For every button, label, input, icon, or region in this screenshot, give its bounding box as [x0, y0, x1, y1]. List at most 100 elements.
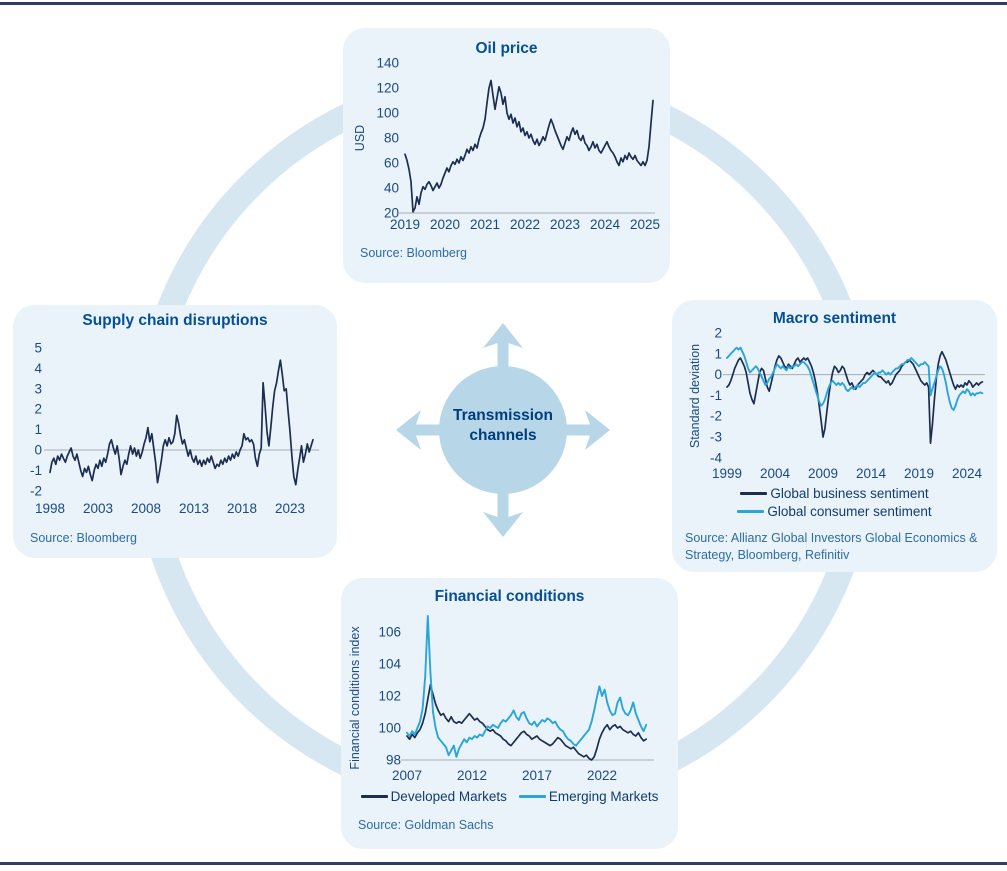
y-tick-label: 1 — [714, 346, 722, 361]
y-tick-label: 2 — [714, 326, 722, 341]
y-tick-label: 0 — [34, 443, 42, 458]
x-tick-label: 2007 — [392, 768, 422, 783]
legend-item: Emerging Markets — [518, 789, 659, 804]
financial-conditions-chart: 106 104 102 100 98 2007 2012 2017 2022 Financial … — [341, 578, 678, 849]
macro-sentiment-legend: Global business sentiment Global consumer… — [672, 486, 997, 519]
chart-title-supply-chain: Supply chain disruptions — [82, 312, 268, 329]
x-tick-label: 2017 — [522, 768, 552, 783]
supply-chain-chart: 5 4 3 2 1 0 -1 -2 1998 2003 2008 2013 2018 2023 — [13, 305, 337, 558]
panel-macro-sentiment: 2 1 0 -1 -2 -3 -4 1999 2004 2009 2014 2019 2024 Stand… — [672, 300, 997, 572]
y-tick-label: 102 — [378, 689, 401, 704]
series-line-oil-price-usd- — [404, 79, 654, 213]
legend-label: Global consumer sentiment — [767, 504, 932, 519]
series-line-global-consumer-sentiment — [726, 346, 984, 411]
series-line-supply-chain-pressure-index — [49, 359, 314, 486]
x-tick-label: 1998 — [35, 501, 65, 516]
y-axis-label: USD — [353, 125, 367, 151]
y-tick-label: 5 — [34, 341, 42, 356]
chart-title-macro-sentiment: Macro sentiment — [772, 310, 897, 327]
y-tick-label: 106 — [378, 625, 401, 640]
x-tick-label: 2019 — [904, 466, 934, 481]
x-tick-label: 2025 — [630, 217, 660, 232]
y-tick-label: -1 — [710, 388, 722, 403]
y-tick-label: 40 — [384, 181, 399, 196]
chart-title-financial-conditions: Financial conditions — [434, 588, 585, 605]
y-tick-label: 80 — [384, 131, 399, 146]
x-tick-label: 2009 — [808, 466, 838, 481]
hub-label-line2: channels — [469, 427, 537, 444]
arrow-right-icon — [561, 410, 610, 450]
y-tick-label: 4 — [34, 361, 42, 376]
x-tick-label: 2024 — [590, 217, 621, 232]
y-tick-label: 3 — [34, 381, 42, 396]
bottom-rule — [0, 862, 1007, 865]
legend-swatch-icon — [740, 492, 768, 495]
x-tick-label: 2021 — [470, 217, 500, 232]
panel-financial-conditions: 106 104 102 100 98 2007 2012 2017 2022 Financial … — [341, 578, 678, 849]
panel-supply-chain: 5 4 3 2 1 0 -1 -2 1998 2003 2008 2013 2018 2023 Suppl… — [13, 305, 337, 558]
y-tick-label: -4 — [710, 450, 722, 465]
x-tick-label: 2014 — [856, 466, 887, 481]
x-tick-label: 2003 — [83, 501, 113, 516]
panel-oil-price: 140 120 100 80 60 40 20 2019 2020 2021 2022 2023 202… — [343, 28, 670, 283]
y-tick-label: 1 — [34, 422, 42, 437]
source-note-macro-sentiment: Source: Allianz Global Investors Global … — [685, 531, 978, 562]
chart-title-oil-price: Oil price — [475, 40, 538, 57]
series-line-developed-markets — [406, 683, 648, 761]
x-tick-label: 2024 — [952, 466, 983, 481]
y-axis-label: Financial conditions index — [348, 626, 362, 770]
legend-label: Global business sentiment — [770, 486, 929, 501]
y-tick-label: -3 — [710, 430, 722, 445]
arrow-left-icon — [396, 410, 445, 450]
x-tick-label: 2022 — [587, 768, 617, 783]
hub-circle — [439, 366, 567, 494]
x-tick-label: 2023 — [275, 501, 305, 516]
financial-conditions-legend: Developed Markets Emerging Markets — [341, 789, 678, 804]
source-note-oil: Source: Bloomberg — [360, 246, 468, 260]
y-tick-label: 100 — [378, 721, 401, 736]
y-tick-label: 98 — [386, 753, 401, 768]
hub-label-line1: Transmission — [453, 407, 553, 424]
legend-label: Developed Markets — [390, 789, 507, 804]
legend-swatch-icon — [360, 795, 388, 798]
x-tick-label: 1999 — [712, 466, 742, 481]
y-tick-label: 140 — [376, 56, 399, 71]
legend-swatch-icon — [737, 510, 765, 513]
series-line-global-business-sentiment — [726, 350, 984, 445]
y-tick-label: 20 — [384, 206, 399, 221]
y-tick-label: 60 — [384, 156, 399, 171]
y-axis-label: Standard deviation — [688, 344, 702, 448]
x-tick-label: 2012 — [457, 768, 487, 783]
oil-price-chart: 140 120 100 80 60 40 20 2019 2020 2021 2022 2023 202… — [343, 28, 670, 283]
y-tick-label: 2 — [34, 402, 42, 417]
y-tick-label: 100 — [376, 106, 399, 121]
x-tick-label: 2004 — [760, 466, 791, 481]
legend-label: Emerging Markets — [548, 789, 659, 804]
x-tick-label: 2018 — [227, 501, 257, 516]
y-tick-label: -2 — [710, 409, 722, 424]
macro-sentiment-chart: 2 1 0 -1 -2 -3 -4 1999 2004 2009 2014 2019 2024 Stand… — [672, 300, 997, 572]
hub-arrows — [396, 323, 610, 537]
y-tick-label: -1 — [30, 463, 42, 478]
y-tick-label: -2 — [30, 483, 42, 498]
top-rule — [0, 2, 1007, 5]
y-tick-label: 0 — [714, 367, 722, 382]
legend-item: Global consumer sentiment — [737, 504, 932, 519]
source-note-financial-conditions: Source: Goldman Sachs — [358, 818, 494, 832]
x-tick-label: 2008 — [131, 501, 161, 516]
legend-item: Developed Markets — [360, 789, 507, 804]
legend-item: Global business sentiment — [740, 486, 929, 501]
x-tick-label: 2020 — [430, 217, 460, 232]
y-tick-label: 120 — [376, 81, 399, 96]
arrow-up-icon — [483, 323, 523, 372]
x-tick-label: 2022 — [510, 217, 540, 232]
hub-label: Transmission channels — [423, 406, 583, 446]
arrow-down-icon — [483, 488, 523, 537]
source-note-supply-chain: Source: Bloomberg — [30, 531, 138, 545]
x-tick-label: 2019 — [390, 217, 420, 232]
supply_chain-plot: 5 4 3 2 1 0 -1 -2 1998 2003 2008 2013 2018 2023 — [30, 341, 319, 516]
